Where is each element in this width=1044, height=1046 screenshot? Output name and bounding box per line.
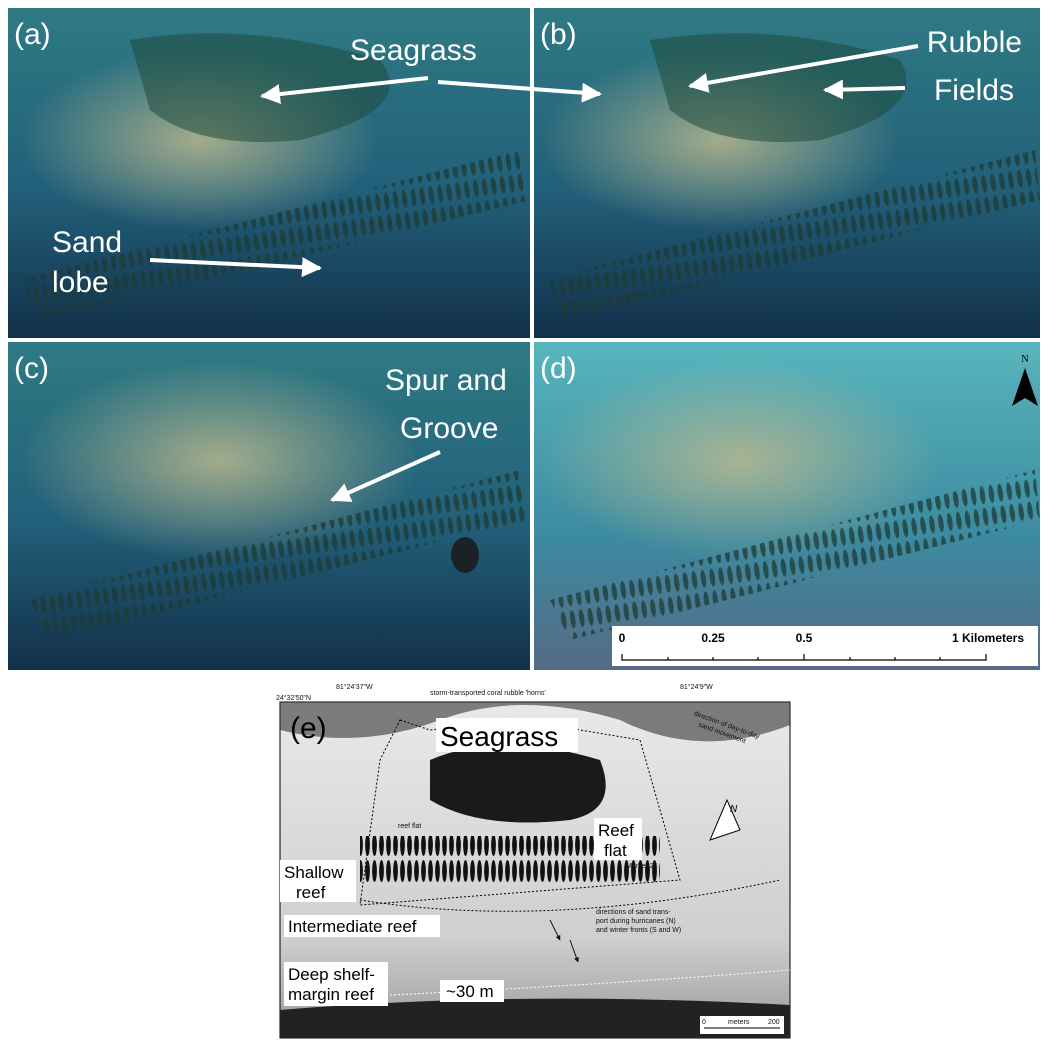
annotation: Shallow xyxy=(284,863,344,882)
annotation: Seagrass xyxy=(440,721,558,752)
dark-patch xyxy=(451,537,479,573)
annotation: Groove xyxy=(400,412,498,445)
annotation: port during hurricanes (N) xyxy=(596,918,676,925)
coordinate: 81°24'37"W xyxy=(336,683,373,691)
spur-groove xyxy=(30,470,525,640)
annotation: directions of sand trans- xyxy=(596,909,671,916)
spur-groove xyxy=(545,150,1040,320)
annotation: Rubble xyxy=(927,26,1022,59)
north-label: N xyxy=(1021,354,1028,365)
arrow xyxy=(149,257,322,278)
scale-label: 0.25 xyxy=(701,631,725,645)
arrow xyxy=(330,450,441,502)
coordinate: 81°24'9"W xyxy=(680,683,713,691)
annotation: Deep shelf- xyxy=(288,965,375,984)
reef-flat-outline xyxy=(359,719,681,906)
north-arrow xyxy=(1012,368,1038,406)
scale-label: meters xyxy=(728,1019,750,1026)
panel-label: (b) xyxy=(540,18,577,51)
label-box xyxy=(284,915,440,937)
annotation: margin reef xyxy=(288,985,374,1004)
arrow xyxy=(260,76,429,105)
arrow xyxy=(437,80,602,103)
annotation: Spur and xyxy=(385,364,507,397)
annotation: Sand xyxy=(52,226,122,259)
north-label: N xyxy=(730,804,738,815)
scale-bar xyxy=(621,654,987,661)
spur-groove xyxy=(550,470,1040,640)
seagrass-area xyxy=(430,745,606,823)
annotation: storm-transported coral rubble 'horns' xyxy=(430,690,546,697)
annotation: flat xyxy=(604,841,627,860)
annotation: Fields xyxy=(934,74,1014,107)
arrow xyxy=(549,919,561,941)
seagrass-area xyxy=(130,33,390,143)
annotation: Reef xyxy=(598,821,634,840)
scale-label: 200 xyxy=(768,1019,780,1026)
annotation: reef flat xyxy=(398,823,421,830)
panel-a xyxy=(8,8,530,338)
arrow xyxy=(569,939,579,963)
label-box xyxy=(440,980,504,1002)
scale-label: 0 xyxy=(702,1019,706,1026)
label-box xyxy=(284,962,388,1006)
label-box xyxy=(594,818,642,860)
arrow xyxy=(823,79,906,100)
scale-label: 1 Kilometers xyxy=(952,631,1024,645)
scale-label: 0.5 xyxy=(796,631,813,645)
sand-area xyxy=(20,360,420,560)
annotation: reef xyxy=(296,883,326,902)
annotation: Marker 24 xyxy=(626,863,658,870)
panel-label: (d) xyxy=(540,352,577,385)
label-box xyxy=(436,718,578,752)
panel-label: (e) xyxy=(290,712,327,745)
deep-area xyxy=(280,998,790,1038)
arrow xyxy=(688,44,919,93)
sand-area xyxy=(540,360,940,560)
coordinate: 24°32'50"N xyxy=(276,694,311,702)
annotation: ~30 m xyxy=(446,982,494,1001)
scale-label: 0 xyxy=(619,631,626,645)
boundary xyxy=(359,879,781,912)
scale-box xyxy=(612,626,1038,666)
panel-d: N 0 0.25 0.5 1 Kilometers xyxy=(534,342,1040,670)
scale-box xyxy=(700,1016,784,1034)
panel-c xyxy=(8,342,530,670)
annotation: Seagrass xyxy=(350,34,477,67)
spur-groove xyxy=(20,150,530,320)
annotation: and winter fronts (S and W) xyxy=(596,927,681,934)
north-arrow xyxy=(709,798,741,841)
dark-area xyxy=(280,702,790,742)
annotation: Intermediate reef xyxy=(288,917,417,936)
label-box xyxy=(280,860,356,902)
panel-label: (c) xyxy=(14,352,49,385)
panel-label: (a) xyxy=(14,18,51,51)
annotation: lobe xyxy=(52,266,109,299)
